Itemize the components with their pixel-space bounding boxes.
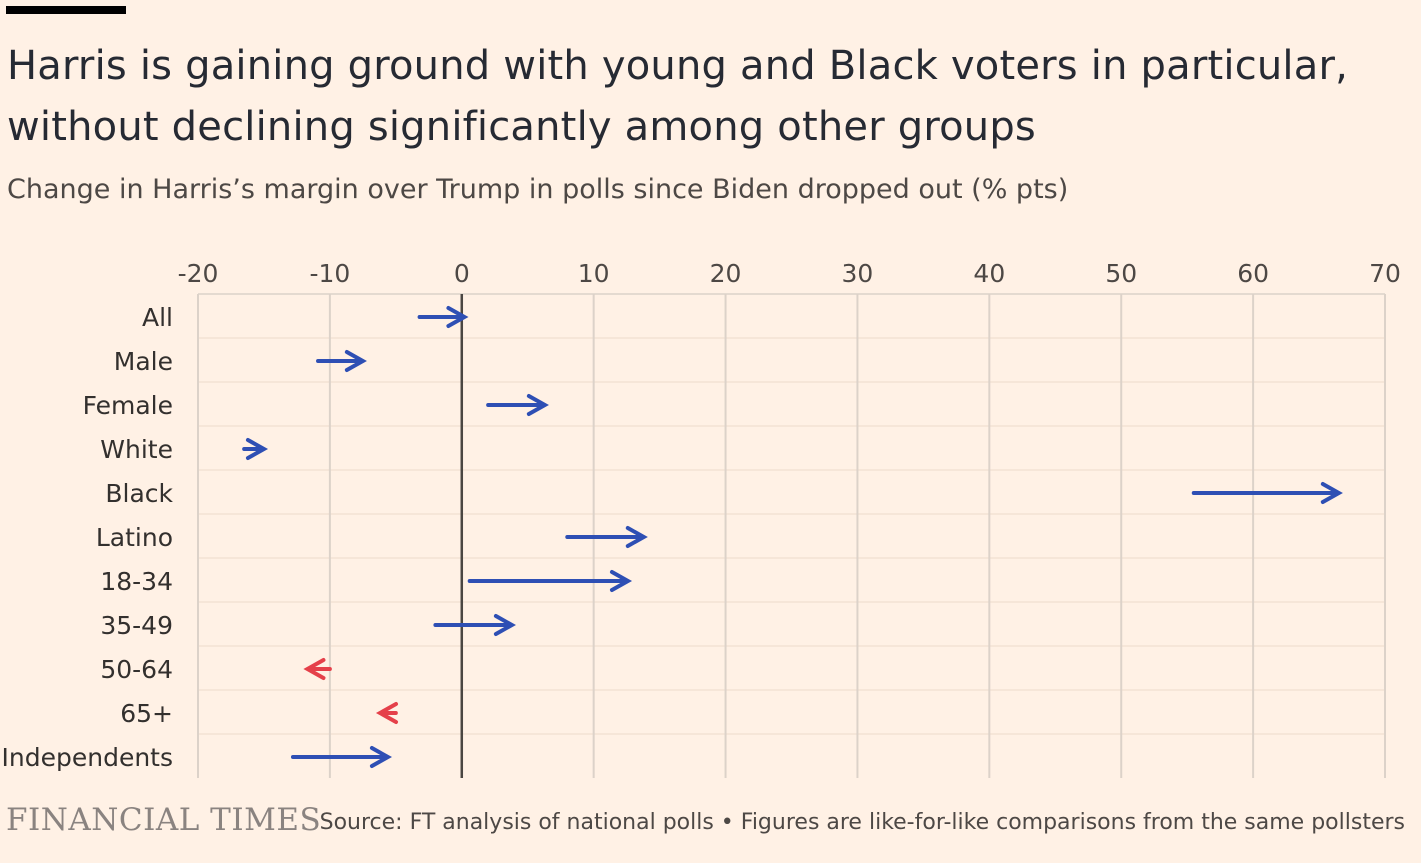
arrow-head [245, 438, 269, 460]
arrow-head [344, 350, 367, 372]
x-tick-label: 70 [1369, 259, 1401, 288]
category-label: All [142, 303, 173, 332]
x-tick-label: 10 [578, 259, 610, 288]
arrow-head [369, 746, 392, 768]
top-accent-bar [6, 6, 126, 14]
x-tick-label: -10 [309, 259, 350, 288]
category-label: White [100, 435, 173, 464]
chart-subtitle: Change in Harris’s margin over Trump in … [7, 174, 1069, 205]
category-label: Black [105, 479, 173, 508]
arrow-head [303, 658, 326, 680]
category-label: Female [83, 391, 173, 420]
arrow-head [493, 614, 516, 636]
arrow-head [375, 702, 399, 724]
source-note: Source: FT analysis of national polls • … [319, 810, 1405, 835]
category-label: 35-49 [100, 611, 173, 640]
arrow-head [526, 394, 549, 416]
x-tick-label: -20 [178, 259, 219, 288]
x-tick-label: 50 [1105, 259, 1137, 288]
chart-title: Harris is gaining ground with young and … [7, 43, 1349, 150]
x-tick-label: 0 [454, 259, 470, 288]
category-label: Male [114, 347, 173, 376]
x-tick-label: 30 [842, 259, 874, 288]
arrow-head [625, 526, 648, 548]
arrow-head [609, 570, 633, 592]
arrow-head [446, 306, 469, 328]
arrow-chart: -20 -10 0 10 20 30 40 50 60 70 All Male Female White B… [2, 259, 1401, 778]
arrow-head [1320, 482, 1343, 504]
category-label: 65+ [120, 699, 173, 728]
x-tick-label: 60 [1237, 259, 1269, 288]
ft-logo: FINANCIAL TIMES [6, 802, 322, 838]
category-label: 18-34 [100, 567, 173, 596]
category-label: 50-64 [100, 655, 173, 684]
category-label: Latino [96, 523, 173, 552]
x-tick-label: 20 [710, 259, 742, 288]
category-label: Independents [2, 743, 173, 772]
x-tick-label: 40 [973, 259, 1005, 288]
